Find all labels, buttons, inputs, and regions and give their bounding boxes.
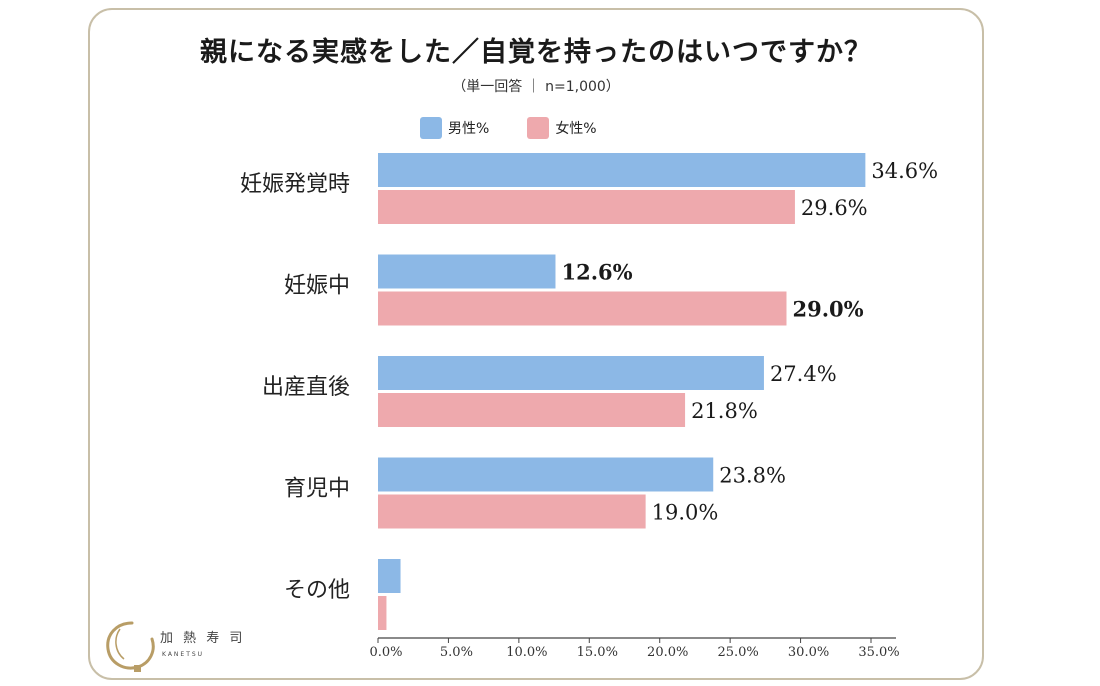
x-tick-label: 35.0% (858, 645, 899, 660)
x-tick-label: 15.0% (577, 645, 618, 660)
bar-female (378, 596, 387, 630)
kanetsu-logo (106, 621, 155, 672)
category-label: 妊娠発覚時 (240, 172, 350, 197)
category-label: 妊娠中 (284, 274, 350, 299)
x-tick-label: 5.0% (440, 645, 473, 660)
x-tick-label: 0.0% (369, 645, 402, 660)
chart-title: 親になる実感をした／自覚を持ったのはいつですか？ (200, 37, 872, 68)
legend-label-female: 女性% (555, 121, 597, 137)
bar-male (378, 457, 714, 492)
legend-item-female: 女性% (527, 117, 597, 139)
data-label-male: 23.8% (719, 464, 786, 488)
bar-female (378, 291, 787, 326)
legend-item-male: 男性% (420, 117, 489, 139)
bar-male (378, 254, 556, 289)
bar-female (378, 393, 686, 427)
x-tick-label: 20.0% (647, 645, 688, 660)
category-label: 出産直後 (262, 375, 350, 400)
chart-legend: 男性% 女性% (420, 115, 635, 141)
logo-roman: KANETSU (162, 651, 205, 658)
data-label-female: 21.8% (691, 399, 758, 423)
bar-male (378, 356, 764, 390)
bar-female (378, 494, 646, 529)
x-tick-label: 25.0% (717, 645, 758, 660)
data-label-female: 19.0% (652, 501, 719, 525)
x-tick-label: 30.0% (788, 645, 829, 660)
x-tick-label: 10.0% (506, 645, 547, 660)
data-label-male: 12.6% (561, 260, 632, 285)
bar-male (378, 153, 866, 187)
chart-subtitle: （単一回答 ｜ n=1,000） (452, 79, 620, 95)
data-label-male: 27.4% (770, 362, 837, 386)
legend-swatch-female (527, 117, 550, 139)
bar-male (378, 559, 401, 593)
data-label-male: 34.6% (871, 159, 938, 183)
legend-label-male: 男性% (448, 121, 490, 137)
logo-text: 加 熱 寿 司 (160, 631, 246, 646)
category-label: 育児中 (284, 477, 350, 502)
bar-female (378, 190, 795, 224)
data-label-female: 29.0% (792, 297, 863, 322)
legend-swatch-male (420, 117, 442, 139)
category-label: その他 (284, 578, 350, 603)
data-label-female: 29.6% (801, 196, 868, 220)
